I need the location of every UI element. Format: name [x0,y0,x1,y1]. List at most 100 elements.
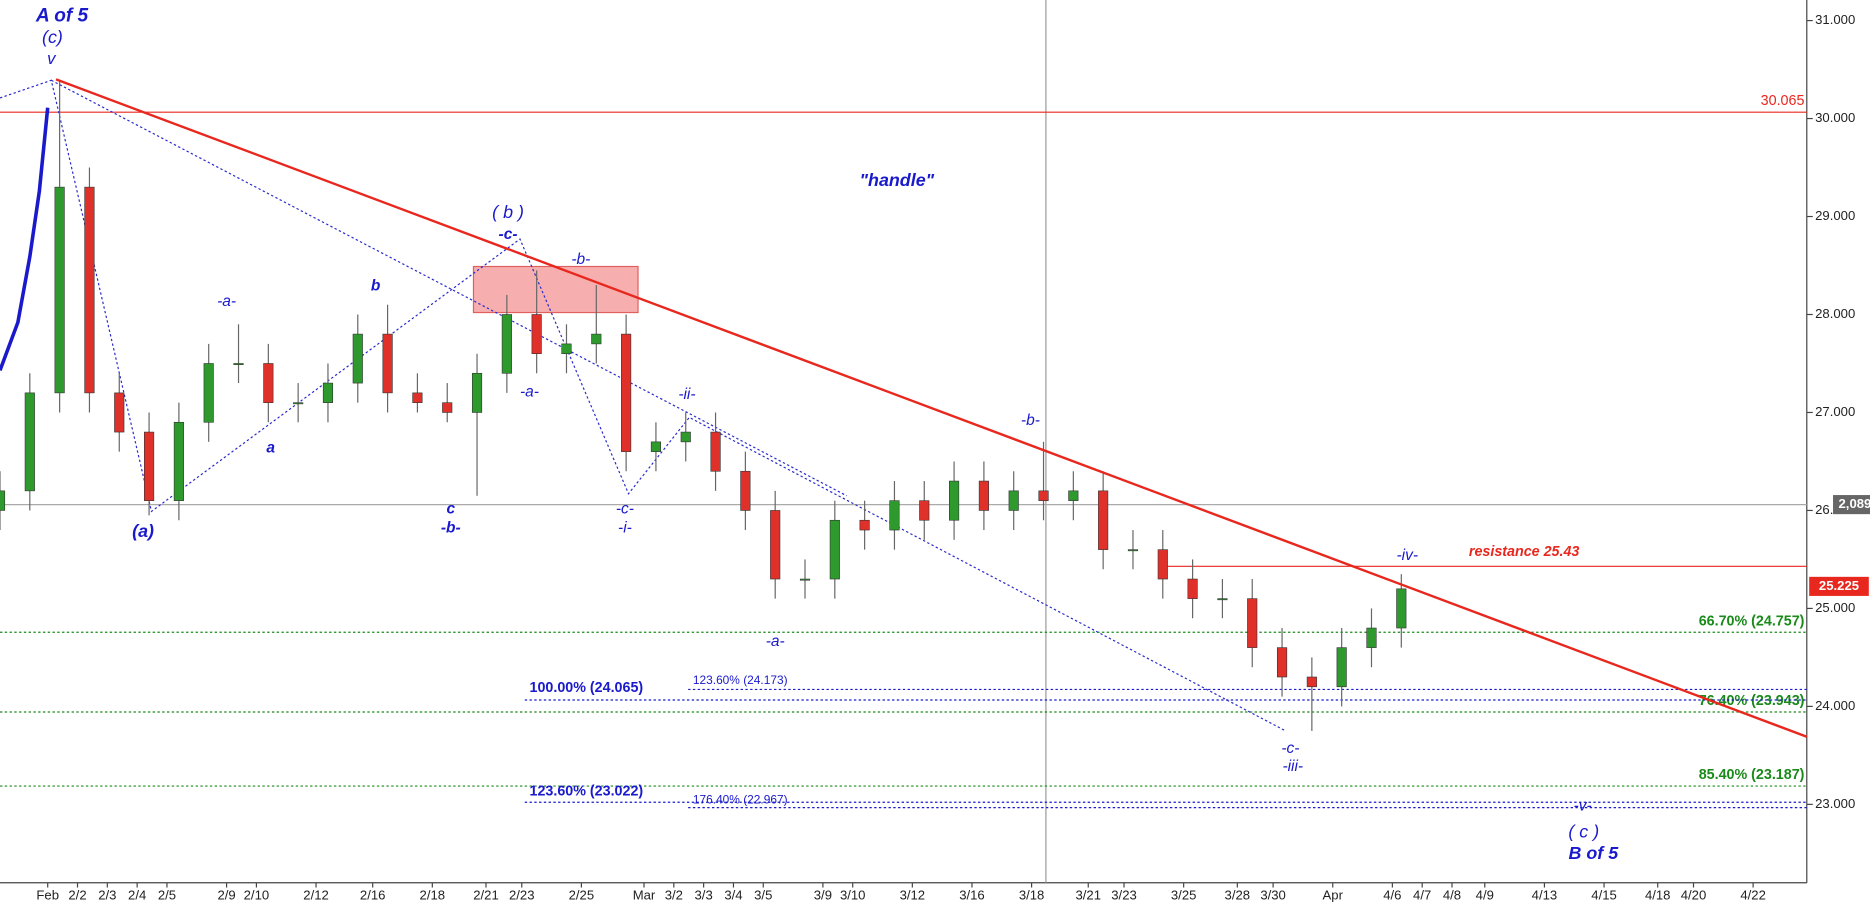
wave-label: -iii- [1282,758,1303,775]
x-tick-label: 3/25 [1171,887,1197,902]
candle-body [859,519,870,531]
candle-body [770,510,781,580]
y-tick-label: 28.000 [1815,306,1855,321]
candle-body [54,186,65,394]
level-label: 30.065 [1761,93,1805,109]
wave-label: -c- [616,500,634,517]
y-tick-label: 24.000 [1815,698,1855,713]
wave-label: -c- [1281,740,1299,757]
candle-body [621,333,632,452]
candle-body [1157,549,1168,580]
candle-body [322,382,334,403]
x-tick-label: 3/9 [814,887,832,902]
x-tick-label: 3/18 [1019,887,1045,902]
candle-body [1336,647,1347,688]
x-tick-label: 2/18 [420,887,446,902]
wave-label: -a- [520,384,539,401]
candle-body [1098,490,1109,550]
last-price-tag [1809,576,1869,596]
wave-label: -b- [1021,412,1040,429]
x-tick-label: 2/9 [217,887,235,902]
candle-body [1306,676,1317,688]
x-tick-label: 2/2 [68,887,86,902]
level-label: 176.40% (22.967) [693,793,788,807]
candle-body [233,363,244,365]
y-tick-label: 27.000 [1815,404,1855,419]
x-tick-label: 2/10 [244,887,270,902]
wave-label: ( c ) [1568,821,1599,841]
x-tick-label: 2/12 [303,887,329,902]
candle-body [293,402,304,405]
y-tick-label: 31.000 [1815,12,1855,27]
x-tick-label: 3/21 [1075,887,1101,902]
candle-body [710,431,721,472]
level-label: resistance 25.43 [1469,544,1580,560]
x-tick-label: 2/21 [473,887,499,902]
wave-label: -c- [499,226,518,243]
wave-label: b [371,277,381,294]
x-tick-label: 4/13 [1532,887,1558,902]
candle-body [740,470,751,511]
x-tick-label: 3/3 [695,887,713,902]
x-tick-label: 2/3 [98,887,116,902]
wave-label: -a- [766,633,785,650]
candle-body [84,186,95,394]
x-tick-label: 4/22 [1740,887,1766,902]
candle-body [203,363,214,423]
wave-label: -v- [1574,798,1592,815]
wave-label: -i- [618,520,632,537]
candle-body [1366,627,1377,648]
wave-label: -b- [441,520,461,537]
x-tick-label: 2/16 [360,887,386,902]
candle-body [1038,490,1049,501]
y-tick-label: 23.000 [1815,796,1855,811]
level-label: 85.40% (23.187) [1699,767,1805,783]
candle-body [889,500,900,531]
y-tick-label: 30.000 [1815,110,1855,125]
candle-body [1276,647,1288,678]
wave-label: -a- [217,293,236,310]
wave-label: ( b ) [492,202,524,222]
x-tick-label: 4/20 [1681,887,1707,902]
x-tick-label: 4/18 [1645,887,1671,902]
candle-body [829,519,840,580]
candle-body [1008,490,1019,511]
candle-body [173,421,184,501]
x-tick-label: 2/5 [158,887,176,902]
x-tick-label: 2/25 [569,887,595,902]
x-tick-label: 4/7 [1413,887,1431,902]
x-tick-label: Feb [36,887,59,902]
trendline [55,78,1808,738]
wave-label: -ii- [678,386,695,403]
candle-body [680,431,691,443]
level-label: 100.00% (24.065) [530,680,644,696]
x-tick-label: 3/16 [959,887,985,902]
candle-body [471,372,483,413]
candle-body [263,363,274,403]
candle-body [114,392,125,433]
x-tick-label: 3/28 [1225,887,1251,902]
candle-body [442,402,453,413]
level-label: 123.60% (23.022) [530,783,644,799]
y-tick-label: 25.000 [1815,600,1855,615]
candle-body [561,343,572,354]
crosshair-tag [1833,495,1870,515]
pattern-box [472,265,639,314]
candle-body [382,333,393,394]
wave-label: c [446,500,455,517]
x-tick-label: 4/9 [1476,887,1494,902]
wave-label: A of 5 [35,6,89,27]
candle-body [412,392,423,403]
candle-body [650,441,661,452]
wave-label: (c) [42,27,63,47]
candle-body [1247,598,1258,648]
x-tick-label: 3/5 [754,887,772,902]
candle-body [531,314,542,354]
wave-label: v [47,49,57,68]
last-price-label: 25.225 [1819,578,1859,593]
candle-body [24,392,35,492]
candle-body [1068,490,1079,501]
crosshair-label: 2,089.59 [1839,496,1870,511]
